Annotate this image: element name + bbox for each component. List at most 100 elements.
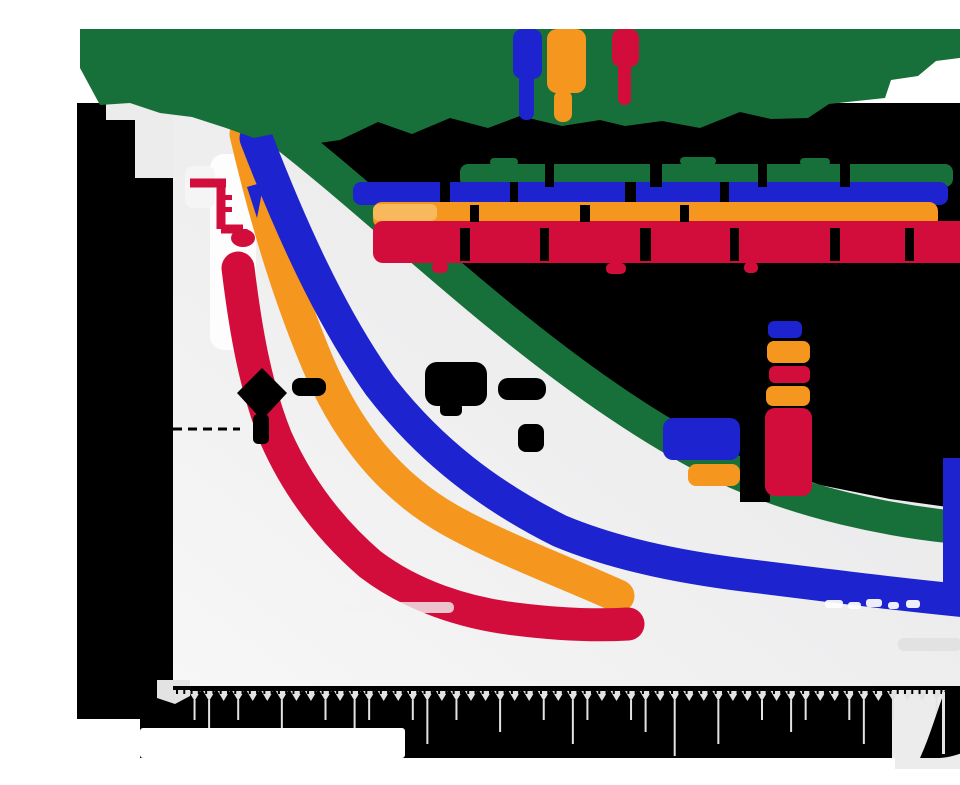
x-minor-tick (671, 688, 674, 694)
x-tick-label-tail (455, 700, 458, 720)
x-minor-tick (336, 688, 339, 694)
x-minor-tick (576, 688, 579, 694)
x-axis-minor-ticks (176, 688, 957, 694)
legend-row-blue (353, 182, 948, 205)
x-minor-tick (678, 688, 681, 694)
x-minor-tick (802, 688, 805, 694)
x-minor-tick (285, 688, 288, 694)
x-minor-tick (197, 688, 200, 694)
y-axis-label-column-blob (77, 103, 173, 721)
title-colored-word-orange-tail (554, 90, 572, 122)
decay-curves-chart (40, 16, 960, 769)
x-minor-tick (845, 688, 848, 694)
white-text-blobs-on-blue-curve (825, 599, 920, 609)
x-minor-tick (882, 688, 885, 694)
annotation-stripe-orange (767, 341, 810, 363)
curve-blue-end-label-blob (943, 458, 960, 588)
x-minor-tick (612, 688, 615, 694)
chart-figure (40, 16, 960, 769)
x-minor-tick (459, 688, 462, 694)
x-minor-tick (525, 688, 528, 694)
label-blob (292, 378, 326, 396)
x-minor-tick (489, 688, 492, 694)
red-step-tick (223, 195, 232, 200)
x-minor-tick (328, 688, 331, 694)
x-minor-tick (540, 688, 542, 694)
x-minor-tick (365, 688, 368, 694)
x-minor-tick (620, 688, 623, 694)
x-minor-tick (467, 688, 470, 694)
x-minor-tick (663, 688, 666, 694)
x-tick-label-tail (586, 700, 589, 720)
x-minor-tick (299, 688, 302, 694)
x-minor-tick (510, 688, 513, 694)
blue-marker-wedge (266, 193, 282, 212)
x-minor-tick (758, 688, 761, 694)
x-tick-label-tail (193, 700, 196, 720)
x-minor-tick (212, 688, 215, 694)
x-minor-tick (234, 688, 237, 694)
x-minor-tick (547, 688, 550, 694)
x-tick-label-tail (324, 700, 327, 720)
x-minor-tick (896, 688, 899, 694)
x-minor-tick (496, 688, 499, 694)
x-tick-label-tail (891, 700, 894, 720)
x-minor-tick (751, 688, 754, 694)
x-minor-tick (190, 688, 193, 694)
legend-row-green (460, 164, 953, 187)
annotation-fragment-blue (663, 418, 740, 460)
blue-marker-wedge (247, 182, 264, 218)
x-tick-label-tail (499, 700, 502, 732)
word-gap (470, 205, 479, 222)
red-step-end-blob (231, 229, 255, 247)
annotation-fragment-orange (688, 464, 740, 486)
x-minor-tick (256, 688, 259, 694)
x-tick-label-tail (571, 700, 574, 744)
x-minor-tick (569, 688, 572, 694)
x-minor-tick (904, 688, 906, 694)
x-minor-tick (700, 688, 703, 694)
annotation-stripe-blue (768, 321, 802, 338)
x-minor-tick (707, 688, 710, 694)
word-gap (540, 228, 549, 261)
x-tick-label-tail (426, 700, 429, 744)
x-minor-tick (714, 688, 717, 694)
legend-text-rows (353, 157, 960, 274)
x-tick-label-tail (368, 700, 371, 720)
threshold-label-blobs (237, 362, 546, 452)
x-minor-tick (765, 688, 768, 694)
x-tick-label-tail (673, 700, 676, 756)
x-minor-tick (925, 688, 928, 694)
red-step-tick (223, 207, 232, 212)
x-minor-tick (889, 688, 892, 694)
x-minor-tick (685, 688, 688, 694)
x-minor-tick (219, 688, 222, 694)
label-blob (518, 424, 544, 452)
x-minor-tick (423, 688, 426, 694)
x-minor-tick (474, 688, 477, 694)
x-minor-tick (605, 688, 608, 694)
word-gap (625, 182, 636, 202)
word-gap (580, 205, 590, 222)
x-minor-tick (736, 688, 739, 694)
x-tick-label-tail (542, 700, 545, 720)
x-minor-tick (598, 688, 601, 694)
word-gap (720, 182, 729, 202)
title-colored-word-red (612, 29, 639, 67)
title-colored-word-orange (547, 29, 586, 93)
word-gap (640, 228, 651, 261)
x-minor-tick (561, 688, 564, 694)
legend-row-red-descender (744, 262, 758, 273)
word-gap (680, 205, 689, 222)
x-minor-tick (940, 688, 943, 694)
annotation-stripe-red-2 (765, 408, 812, 496)
x-minor-tick (729, 688, 732, 694)
x-minor-tick (641, 688, 644, 694)
x-tick-label-tail (804, 700, 807, 720)
x-minor-tick (860, 688, 863, 694)
white-word-blob (825, 600, 843, 608)
x-minor-tick (445, 688, 448, 694)
legend-row-red-descender (432, 262, 448, 273)
white-word-blob (888, 602, 899, 609)
x-minor-tick (838, 688, 841, 694)
